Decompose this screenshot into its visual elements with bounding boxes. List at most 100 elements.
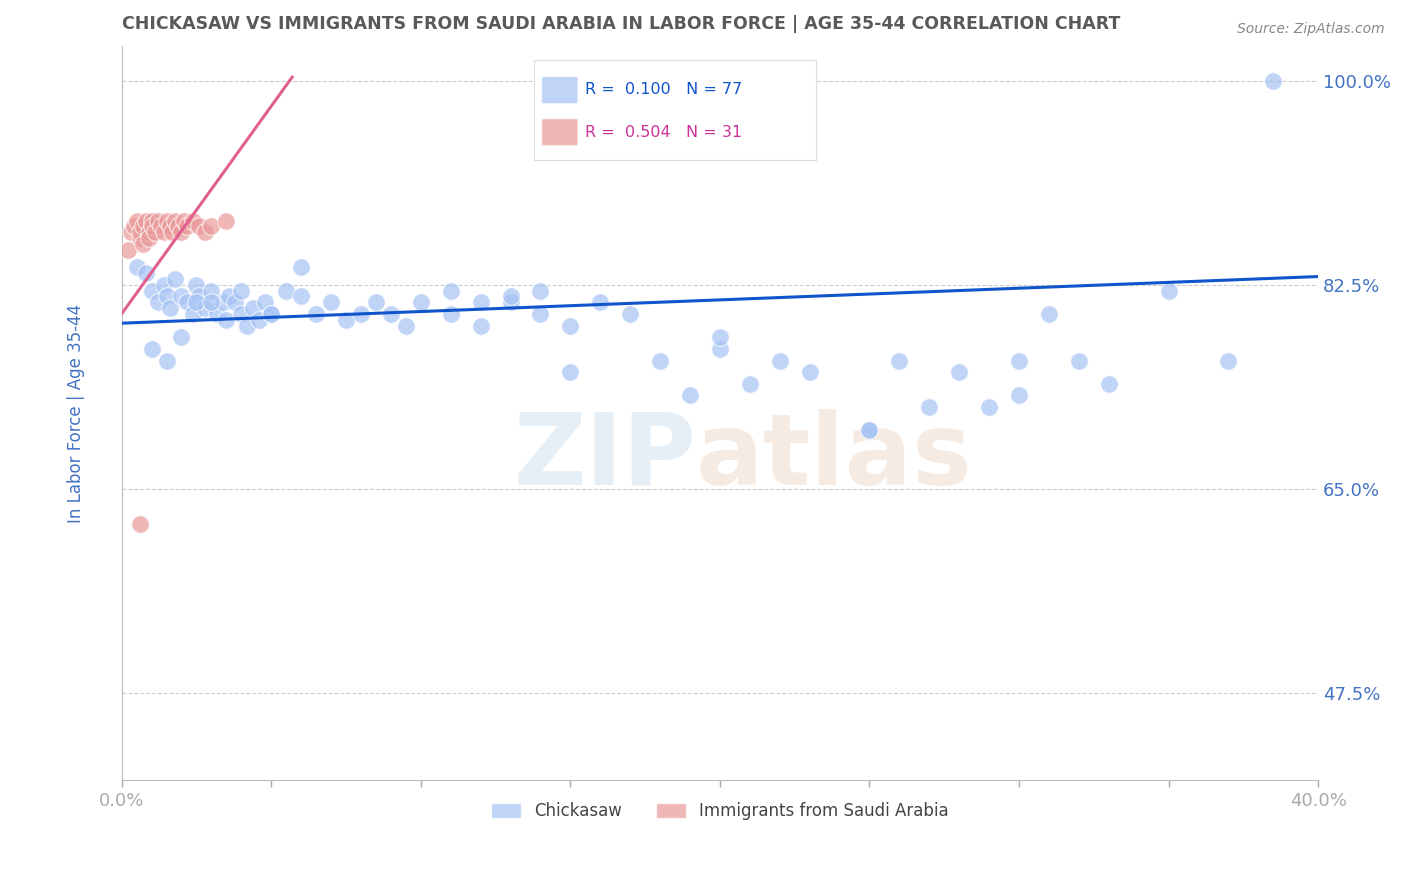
Point [128, 516, 150, 531]
Point [183, 213, 205, 227]
Point [149, 219, 172, 234]
Point [1038, 307, 1060, 321]
Point [409, 295, 432, 310]
Point [231, 284, 253, 298]
Point [380, 307, 402, 321]
Point [470, 295, 492, 310]
Point [128, 231, 150, 245]
Point [131, 236, 153, 251]
Point [948, 365, 970, 379]
Point [176, 219, 198, 234]
Point [889, 353, 911, 368]
Point [560, 318, 582, 333]
Point [141, 284, 163, 298]
Point [152, 225, 174, 239]
Point [152, 277, 174, 292]
Point [135, 266, 157, 280]
Point [162, 225, 184, 239]
Point [155, 213, 177, 227]
Point [194, 301, 217, 315]
Point [799, 365, 821, 379]
Text: ZIP: ZIP [513, 409, 696, 506]
Point [155, 289, 177, 303]
Point [648, 353, 671, 368]
Point [1098, 376, 1121, 391]
Point [470, 318, 492, 333]
Point [977, 400, 1000, 414]
Point [260, 307, 283, 321]
Point [138, 231, 160, 245]
Text: Source: ZipAtlas.com: Source: ZipAtlas.com [1237, 22, 1385, 37]
Point [170, 289, 193, 303]
Point [125, 213, 148, 227]
Point [173, 213, 195, 227]
Point [1157, 284, 1180, 298]
Point [159, 301, 181, 315]
Point [194, 225, 217, 239]
Point [212, 295, 235, 310]
Point [159, 219, 181, 234]
Point [560, 365, 582, 379]
Point [231, 307, 253, 321]
Point [170, 225, 193, 239]
Point [117, 243, 139, 257]
Point [276, 284, 298, 298]
Point [141, 219, 163, 234]
Legend: Chickasaw, Immigrants from Saudi Arabia: Chickasaw, Immigrants from Saudi Arabia [485, 796, 955, 827]
Point [224, 295, 246, 310]
Point [619, 307, 641, 321]
Point [167, 219, 190, 234]
Point [709, 342, 731, 356]
Point [215, 213, 238, 227]
Point [589, 295, 612, 310]
Point [120, 225, 142, 239]
Point [499, 289, 522, 303]
Point [529, 284, 551, 298]
Point [170, 330, 193, 344]
Point [236, 318, 259, 333]
Point [218, 289, 240, 303]
Point [188, 289, 211, 303]
Point [858, 424, 880, 438]
Text: atlas: atlas [696, 409, 973, 506]
Point [186, 295, 208, 310]
Point [918, 400, 941, 414]
Point [165, 213, 187, 227]
Point [1263, 73, 1285, 87]
Text: In Labor Force | Age 35-44: In Labor Force | Age 35-44 [67, 303, 86, 523]
Point [215, 312, 238, 326]
Point [440, 284, 463, 298]
Text: CHICKASAW VS IMMIGRANTS FROM SAUDI ARABIA IN LABOR FORCE | AGE 35-44 CORRELATION: CHICKASAW VS IMMIGRANTS FROM SAUDI ARABI… [122, 15, 1121, 33]
Point [143, 225, 166, 239]
Point [305, 307, 328, 321]
Point [165, 272, 187, 286]
Point [858, 424, 880, 438]
Point [1008, 388, 1031, 402]
Point [122, 219, 145, 234]
Point [290, 260, 312, 275]
Point [738, 376, 761, 391]
Point [319, 295, 342, 310]
Point [247, 312, 270, 326]
Point [186, 277, 208, 292]
Point [155, 353, 177, 368]
Point [290, 289, 312, 303]
Point [200, 219, 222, 234]
Point [207, 307, 229, 321]
Point [131, 219, 153, 234]
Point [146, 213, 169, 227]
Point [529, 307, 551, 321]
Point [335, 312, 357, 326]
Point [183, 307, 205, 321]
Point [440, 307, 463, 321]
Point [138, 225, 160, 239]
Point [141, 213, 163, 227]
Point [364, 295, 387, 310]
Point [1218, 353, 1240, 368]
Point [350, 307, 373, 321]
Point [709, 330, 731, 344]
Point [128, 225, 150, 239]
Point [141, 342, 163, 356]
Point [242, 301, 264, 315]
Point [254, 295, 277, 310]
